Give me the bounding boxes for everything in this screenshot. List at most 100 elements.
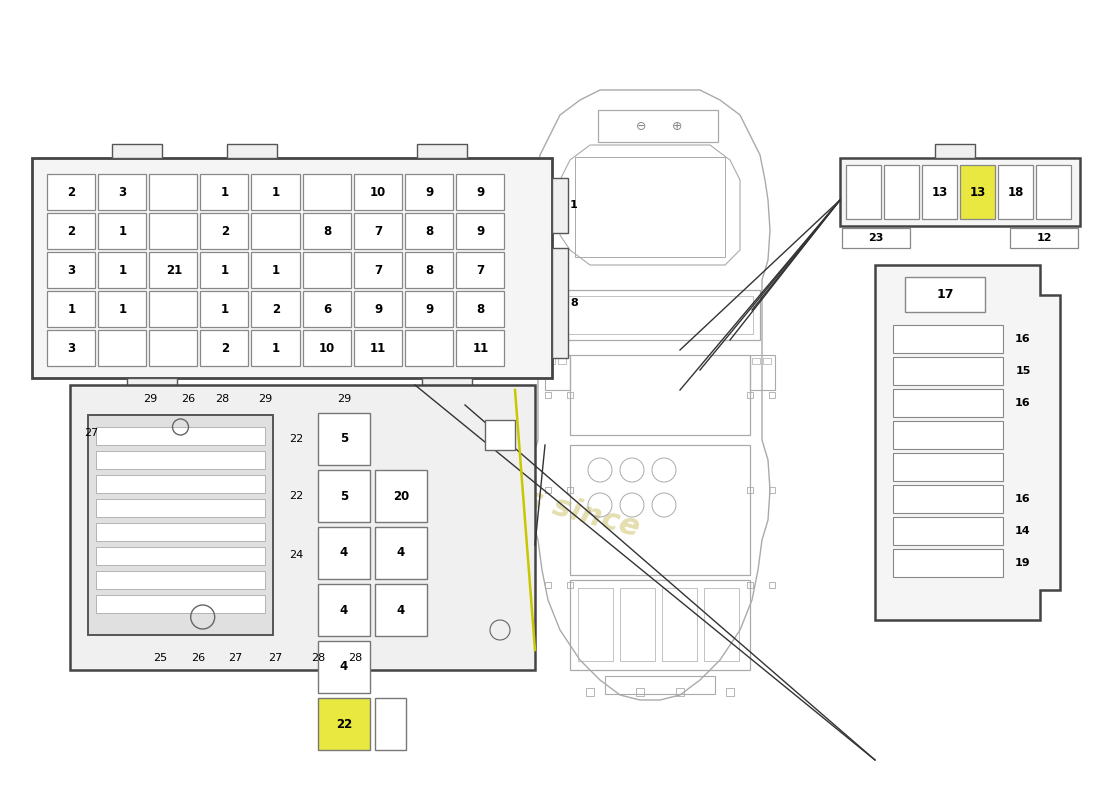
Bar	[747, 392, 754, 398]
Text: 22: 22	[336, 718, 352, 730]
Text: 29: 29	[257, 394, 272, 404]
Text: a passion for parts since
1985: a passion for parts since 1985	[217, 405, 642, 575]
Bar	[318, 698, 370, 750]
Bar	[302, 330, 351, 366]
Bar	[747, 487, 754, 493]
Bar	[88, 415, 273, 635]
Bar	[98, 252, 146, 288]
Bar	[893, 421, 1003, 449]
Text: 5: 5	[340, 433, 348, 446]
Bar	[726, 688, 734, 696]
Text: ⊖: ⊖	[636, 119, 647, 133]
Bar	[200, 291, 249, 327]
Bar	[354, 213, 402, 249]
Text: 3: 3	[67, 342, 76, 355]
Bar	[547, 358, 556, 364]
Bar	[586, 688, 594, 696]
Bar	[354, 174, 402, 210]
Bar	[763, 358, 771, 364]
Bar	[375, 698, 406, 750]
Text: 8: 8	[323, 225, 331, 238]
Text: 14: 14	[1015, 526, 1031, 536]
Bar	[98, 174, 146, 210]
Text: 23: 23	[868, 233, 883, 243]
Bar	[397, 392, 452, 408]
Text: 2: 2	[67, 186, 76, 199]
Bar	[96, 427, 265, 445]
Bar	[893, 453, 1003, 481]
Text: 1: 1	[119, 225, 126, 238]
Bar	[769, 392, 776, 398]
Bar	[544, 392, 551, 398]
Bar	[405, 213, 453, 249]
Bar	[96, 547, 265, 565]
Text: 3: 3	[67, 264, 76, 277]
Text: 28: 28	[348, 653, 362, 663]
Bar	[150, 330, 197, 366]
Bar	[620, 588, 654, 661]
Text: 16: 16	[1015, 334, 1031, 344]
Bar	[162, 392, 217, 408]
Text: 7: 7	[476, 264, 484, 277]
Text: 1: 1	[272, 264, 280, 277]
Text: 6: 6	[323, 303, 331, 316]
Text: 28: 28	[311, 653, 326, 663]
Bar	[552, 248, 568, 358]
Bar	[598, 110, 718, 142]
Bar	[318, 584, 370, 636]
Bar	[566, 392, 573, 398]
Text: 16: 16	[1015, 398, 1031, 408]
Text: 22: 22	[289, 491, 304, 501]
Bar	[1010, 228, 1078, 248]
Bar	[570, 355, 750, 435]
Bar	[544, 582, 551, 588]
Bar	[375, 470, 427, 522]
Text: 17: 17	[936, 287, 954, 301]
Bar	[252, 213, 299, 249]
Bar	[96, 499, 265, 517]
Bar	[302, 213, 351, 249]
Bar	[455, 252, 504, 288]
Bar	[544, 355, 570, 390]
Bar	[769, 487, 776, 493]
Bar	[98, 330, 146, 366]
Text: 28: 28	[214, 394, 229, 404]
Text: 20: 20	[393, 490, 409, 502]
Bar	[98, 213, 146, 249]
Bar	[998, 165, 1033, 219]
Text: 1: 1	[119, 303, 126, 316]
Bar	[752, 358, 760, 364]
Bar	[96, 451, 265, 469]
Bar	[252, 291, 299, 327]
Text: 4: 4	[340, 603, 348, 617]
Text: 25: 25	[153, 653, 167, 663]
Bar	[884, 165, 918, 219]
Bar	[252, 330, 299, 366]
Bar	[96, 475, 265, 493]
Bar	[150, 213, 197, 249]
Bar	[842, 228, 910, 248]
Text: ⊕: ⊕	[672, 119, 682, 133]
Text: 27: 27	[268, 653, 282, 663]
Bar	[570, 445, 750, 575]
Bar	[98, 291, 146, 327]
Bar	[47, 291, 95, 327]
Bar	[302, 252, 351, 288]
Text: 8: 8	[426, 264, 433, 277]
Text: 10: 10	[370, 186, 386, 199]
Bar	[150, 291, 197, 327]
Bar	[455, 213, 504, 249]
Bar	[150, 174, 197, 210]
Bar	[485, 420, 515, 450]
Bar	[375, 527, 427, 579]
Text: 2: 2	[221, 342, 229, 355]
Text: 12: 12	[1036, 233, 1052, 243]
Text: 9: 9	[476, 225, 485, 238]
Bar	[422, 378, 472, 392]
Bar	[318, 413, 370, 465]
Bar	[769, 582, 776, 588]
Bar	[126, 378, 177, 392]
Bar	[96, 523, 265, 541]
Text: 5: 5	[340, 490, 348, 502]
Bar	[560, 290, 760, 340]
